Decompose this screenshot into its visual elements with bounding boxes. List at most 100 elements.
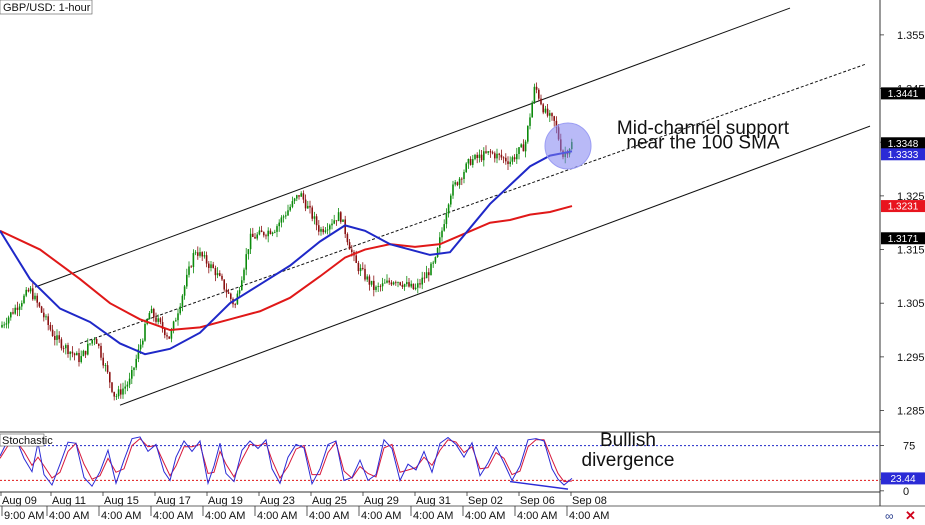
candle-body bbox=[16, 307, 19, 310]
candle-body bbox=[406, 282, 408, 285]
stochastic-annotation: divergence bbox=[582, 450, 675, 471]
candle-body bbox=[366, 276, 368, 280]
candle-body bbox=[311, 207, 313, 219]
candle-body bbox=[425, 272, 428, 279]
candle-body bbox=[511, 157, 514, 162]
candle-body bbox=[505, 157, 507, 162]
date-tick-label: Aug 25 bbox=[312, 495, 347, 507]
candle-body bbox=[126, 384, 129, 387]
candle-body bbox=[527, 125, 529, 142]
candle-body bbox=[115, 396, 118, 397]
price-annotation: Mid-channel support bbox=[617, 118, 790, 139]
candle-body bbox=[274, 231, 276, 233]
time-tick-label: 4:00 AM bbox=[413, 510, 453, 522]
candle-body bbox=[531, 102, 533, 118]
candle-body bbox=[87, 343, 89, 355]
date-tick-label: Sep 06 bbox=[520, 495, 555, 507]
divergence-line bbox=[509, 480, 569, 490]
candle-body bbox=[168, 336, 170, 339]
candle-body bbox=[494, 153, 496, 159]
candle-body bbox=[489, 151, 492, 153]
candle-body bbox=[161, 322, 164, 329]
candle-body bbox=[296, 195, 298, 199]
channel-lower-line bbox=[119, 125, 871, 406]
link-icon[interactable]: ∞ bbox=[885, 509, 894, 523]
candle-body bbox=[302, 193, 305, 200]
candle-body bbox=[445, 213, 448, 225]
date-tick-label: Aug 31 bbox=[416, 495, 451, 507]
candle-body bbox=[507, 161, 509, 165]
candle-body bbox=[436, 247, 439, 258]
candle-body bbox=[212, 264, 214, 269]
candle-body bbox=[417, 283, 419, 288]
candle-body bbox=[135, 358, 137, 368]
candle-body bbox=[65, 345, 67, 349]
candle-body bbox=[276, 226, 278, 232]
price-tag bbox=[881, 232, 925, 245]
candle-body bbox=[223, 279, 225, 290]
candle-body bbox=[298, 195, 300, 197]
candle-body bbox=[447, 204, 450, 214]
candle-body bbox=[43, 312, 45, 318]
candle-body bbox=[359, 267, 362, 272]
candle-body bbox=[423, 277, 426, 279]
candle-body bbox=[500, 154, 503, 158]
candle-body bbox=[27, 289, 30, 292]
chart-title: GBP/USD: 1-hour bbox=[3, 2, 91, 14]
candle-body bbox=[403, 284, 406, 287]
close-icon[interactable]: ✕ bbox=[905, 508, 916, 523]
price-tag bbox=[881, 87, 925, 100]
candle-body bbox=[34, 295, 36, 300]
candle-body bbox=[179, 306, 181, 314]
candle-body bbox=[49, 324, 52, 330]
candle-body bbox=[379, 286, 382, 287]
candle-body bbox=[5, 323, 8, 325]
candle-body bbox=[58, 335, 60, 340]
support-highlight-circle bbox=[544, 122, 592, 170]
candle-body bbox=[450, 195, 452, 205]
candle-body bbox=[153, 308, 155, 318]
candle-body bbox=[208, 263, 210, 268]
date-tick-label: Aug 19 bbox=[208, 495, 243, 507]
time-tick-label: 4:00 AM bbox=[49, 510, 89, 522]
candle-body bbox=[555, 120, 558, 128]
candle-body bbox=[29, 288, 32, 292]
price-annotation: near the 100 SMA bbox=[626, 133, 779, 154]
candle-body bbox=[546, 108, 549, 116]
candle-body bbox=[397, 282, 399, 284]
candle-body bbox=[551, 113, 553, 117]
candle-body bbox=[25, 289, 27, 296]
candle-body bbox=[183, 286, 186, 296]
candle-body bbox=[487, 151, 489, 153]
candle-body bbox=[300, 193, 302, 197]
candle-body bbox=[421, 277, 423, 285]
candle-body bbox=[320, 229, 322, 232]
candle-body bbox=[430, 263, 432, 276]
candle-body bbox=[386, 280, 388, 283]
candle-body bbox=[452, 184, 454, 196]
candle-body bbox=[203, 255, 206, 257]
candle-body bbox=[7, 317, 10, 324]
candle-body bbox=[454, 182, 456, 185]
date-tick-label: Aug 09 bbox=[2, 495, 37, 507]
price-tag bbox=[881, 148, 925, 161]
candle-body bbox=[469, 159, 472, 165]
candle-body bbox=[351, 249, 353, 253]
candle-body bbox=[370, 280, 373, 285]
candle-body bbox=[278, 222, 280, 227]
candle-body bbox=[214, 268, 217, 276]
candle-body bbox=[47, 316, 49, 325]
candle-body bbox=[122, 388, 124, 395]
candle-body bbox=[3, 324, 5, 326]
candle-body bbox=[1, 324, 3, 328]
candle-body bbox=[392, 282, 395, 285]
candle-body bbox=[260, 230, 263, 233]
candle-body bbox=[408, 282, 410, 287]
chart-title-box bbox=[0, 0, 93, 15]
candle-body bbox=[412, 283, 415, 290]
candle-body bbox=[247, 249, 250, 255]
candle-body bbox=[111, 382, 113, 392]
candle-body bbox=[289, 206, 291, 211]
